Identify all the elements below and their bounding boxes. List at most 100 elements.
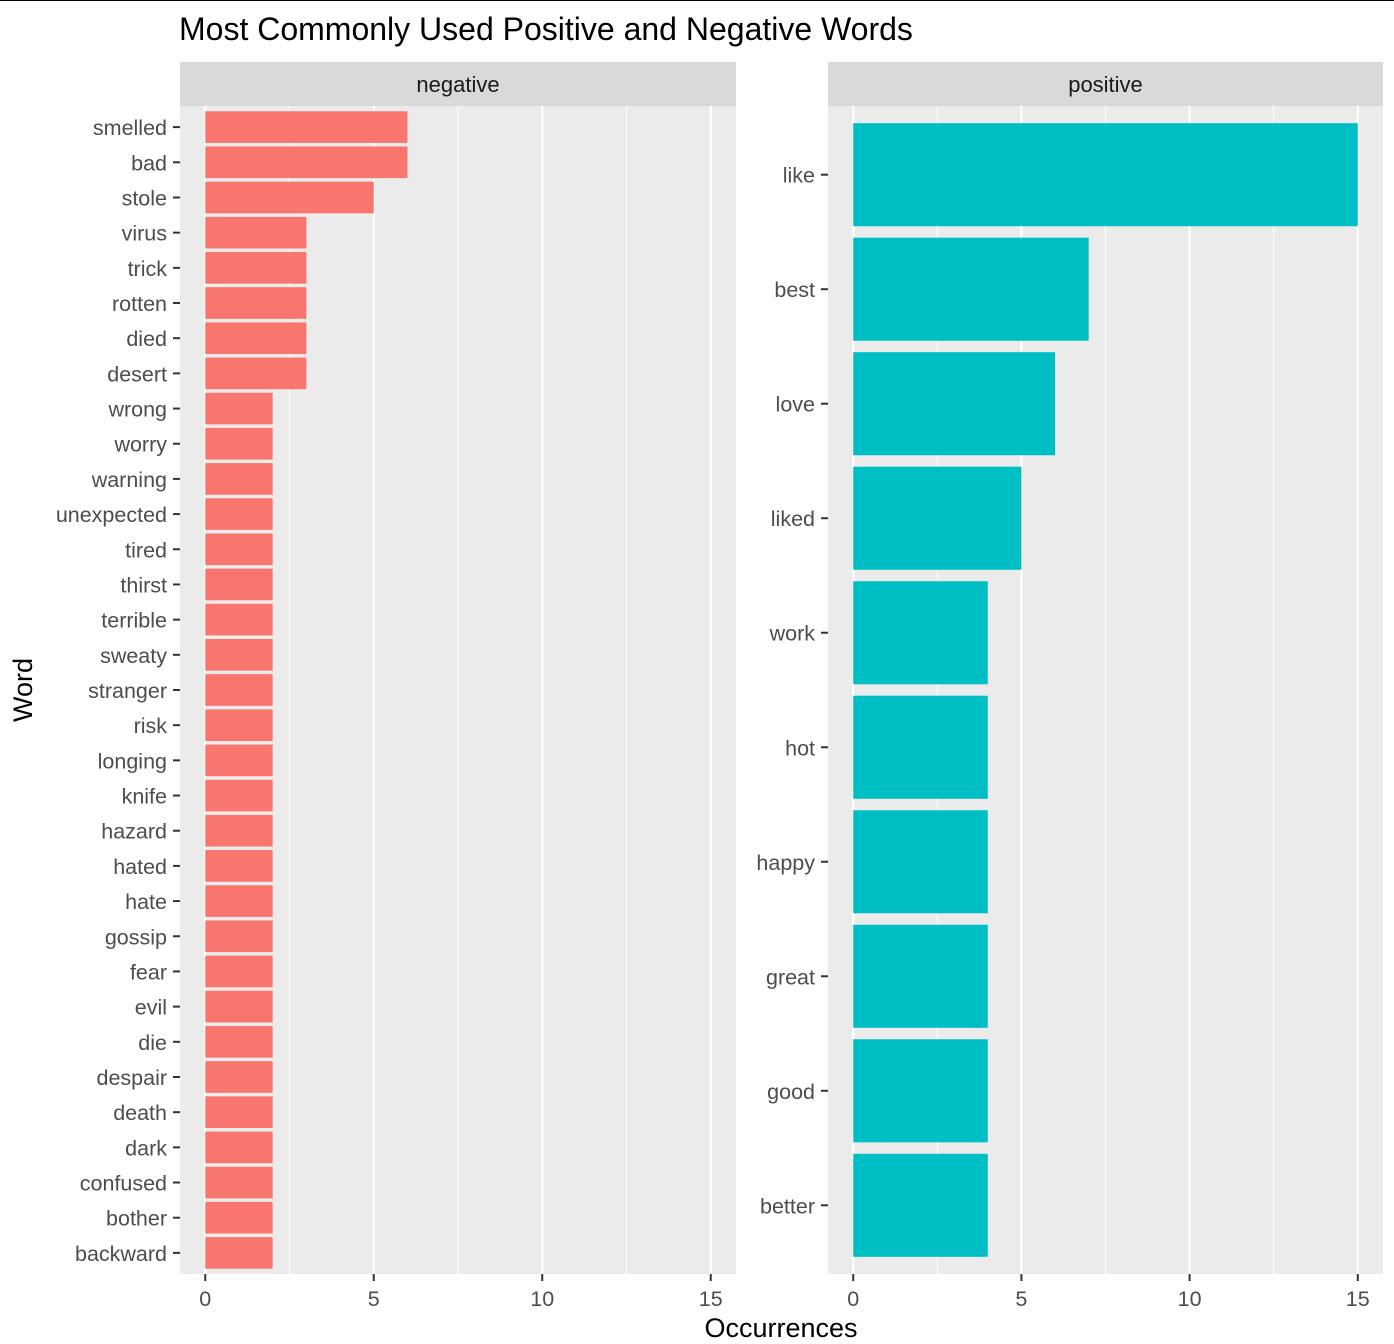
y-tick-label-happy: happy [756, 851, 815, 875]
bar-negative-worry [205, 427, 273, 460]
bar-negative-despair [205, 1061, 273, 1093]
y-tick-label-liked: liked [771, 507, 815, 531]
bar-negative-tired [205, 533, 273, 566]
bar-negative-hate [205, 885, 273, 917]
x-tick-label: 10 [530, 1287, 554, 1311]
bar-positive-like [853, 123, 1358, 227]
y-tick-label-died: died [126, 327, 167, 351]
y-tick-label-like: like [783, 164, 815, 188]
bar-negative-backward [205, 1237, 273, 1269]
bar-negative-die [205, 1025, 273, 1058]
y-tick-label-rotten: rotten [112, 292, 167, 316]
bar-negative-bad [205, 146, 408, 179]
bar-negative-hazard [205, 814, 273, 847]
y-tick-label-longing: longing [98, 749, 167, 773]
facet-label-negative: negative [416, 72, 499, 97]
x-tick-label: 0 [847, 1287, 859, 1311]
y-tick-label-die: die [138, 1031, 167, 1055]
y-tick-label-sweaty: sweaty [100, 644, 167, 668]
y-tick-label-bad: bad [131, 151, 167, 175]
bar-positive-better [853, 1153, 988, 1257]
y-tick-label-great: great [766, 965, 815, 989]
y-tick-label-stole: stole [122, 186, 167, 210]
x-tick-label: 5 [368, 1287, 380, 1311]
y-tick-label-despair: despair [96, 1066, 167, 1090]
bar-negative-terrible [205, 603, 273, 636]
facet-label-positive: positive [1068, 72, 1143, 97]
y-tick-label-virus: virus [122, 222, 167, 246]
chart-title: Most Commonly Used Positive and Negative… [179, 11, 913, 47]
bar-negative-confused [205, 1166, 273, 1199]
bar-negative-thirst [205, 568, 273, 601]
y-tick-label-dark: dark [125, 1136, 167, 1160]
bar-negative-longing [205, 744, 273, 777]
facet-strip-negative [180, 62, 736, 106]
y-tick-label-wrong: wrong [107, 398, 167, 422]
bar-negative-gossip [205, 920, 273, 953]
y-tick-label-unexpected: unexpected [56, 503, 167, 527]
bar-negative-smelled [205, 111, 408, 143]
bar-negative-warning [205, 463, 273, 495]
bar-negative-dark [205, 1131, 273, 1164]
y-tick-label-confused: confused [80, 1172, 167, 1196]
bar-negative-hated [205, 850, 273, 882]
bar-negative-stole [205, 181, 374, 214]
bar-negative-died [205, 322, 307, 355]
bar-negative-knife [205, 779, 273, 812]
y-tick-label-warning: warning [91, 468, 167, 492]
bar-positive-happy [853, 810, 988, 914]
bar-negative-death [205, 1096, 273, 1128]
y-tick-label-fear: fear [130, 960, 167, 984]
y-tick-label-tired: tired [125, 538, 167, 562]
y-tick-label-good: good [767, 1080, 815, 1104]
bar-negative-fear [205, 955, 273, 988]
x-tick-label: 15 [699, 1287, 723, 1311]
y-tick-label-worry: worry [113, 433, 167, 457]
y-tick-label-desert: desert [107, 362, 167, 386]
bar-positive-work [853, 581, 988, 685]
x-tick-label: 5 [1015, 1287, 1027, 1311]
top-border-line [0, 0, 1394, 1]
bar-negative-rotten [205, 287, 307, 319]
y-tick-label-best: best [774, 278, 815, 302]
y-tick-label-love: love [776, 393, 815, 417]
bar-negative-wrong [205, 392, 273, 425]
bar-positive-love [853, 352, 1056, 456]
bar-positive-liked [853, 466, 1022, 570]
x-axis-label: Occurrences [704, 1313, 857, 1343]
facet-strip-positive [828, 62, 1383, 106]
y-tick-label-risk: risk [134, 714, 168, 738]
bar-negative-desert [205, 357, 307, 390]
bar-negative-unexpected [205, 498, 273, 530]
bar-negative-bother [205, 1201, 273, 1234]
y-tick-label-hazard: hazard [101, 820, 167, 844]
bar-positive-best [853, 237, 1089, 341]
y-tick-label-hot: hot [785, 736, 815, 760]
bar-negative-trick [205, 252, 307, 284]
x-tick-label: 15 [1346, 1287, 1370, 1311]
facet-negative: negative smelled bad stole virus trick rotten d… [56, 62, 736, 1311]
y-tick-label-stranger: stranger [88, 679, 167, 703]
facet-positive: positive like best love liked work hot happy gre… [756, 62, 1383, 1311]
x-tick-label: 0 [199, 1287, 211, 1311]
bar-positive-hot [853, 695, 988, 799]
bar-negative-evil [205, 990, 273, 1023]
bar-negative-stranger [205, 674, 273, 706]
bar-negative-virus [205, 216, 307, 249]
y-tick-label-gossip: gossip [105, 925, 167, 949]
y-tick-label-thirst: thirst [120, 573, 167, 597]
bar-negative-sweaty [205, 638, 273, 671]
y-tick-label-death: death [113, 1101, 167, 1125]
y-tick-label-hate: hate [125, 890, 167, 914]
y-tick-label-trick: trick [128, 257, 168, 281]
y-tick-label-smelled: smelled [93, 116, 167, 140]
y-tick-label-backward: backward [75, 1242, 167, 1266]
bar-negative-risk [205, 709, 273, 742]
bar-positive-good [853, 1039, 988, 1143]
y-axis-label: Word [8, 658, 38, 722]
y-tick-label-knife: knife [122, 785, 167, 809]
y-tick-label-terrible: terrible [101, 609, 167, 633]
y-tick-label-better: better [760, 1194, 815, 1218]
y-tick-label-hated: hated [113, 855, 167, 879]
